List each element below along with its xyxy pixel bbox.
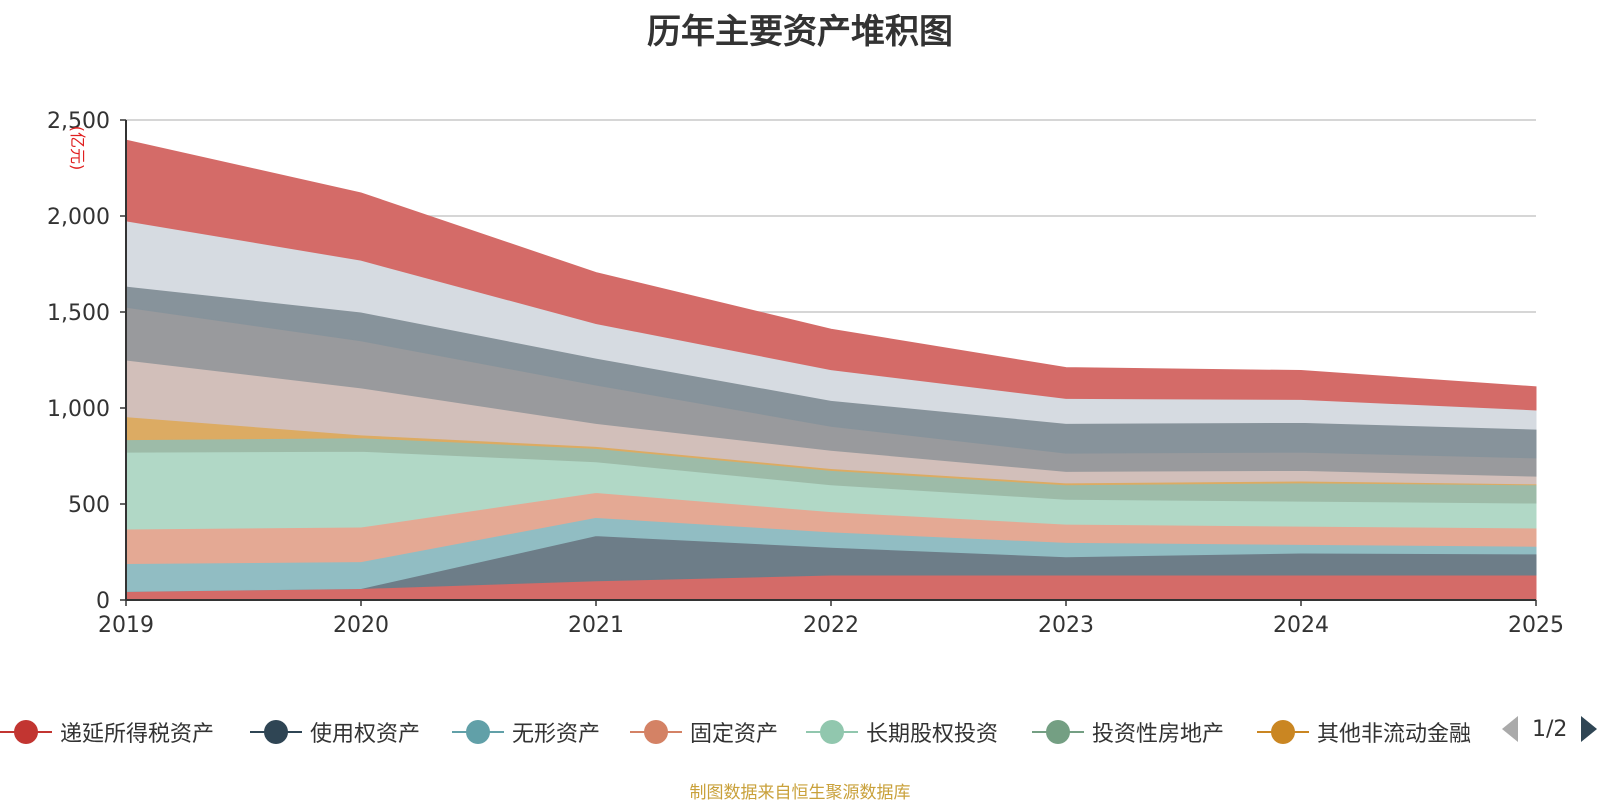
y-tick-label: 1,000 (47, 397, 110, 422)
legend-swatch-icon (1032, 718, 1084, 746)
legend-swatch-icon (1257, 718, 1309, 746)
area-series[interactable] (125, 139, 1537, 411)
axes: 0 500 1,000 1,500 2,000 2,500 2019 2020 2021 2022… (47, 109, 1564, 638)
data-source-note: 制图数据来自恒生聚源数据库 (689, 783, 911, 803)
legend-item[interactable]: 使用权资产 (250, 712, 420, 752)
legend-label: 投资性房地产 (1092, 722, 1225, 747)
x-tick-label: 2025 (1508, 613, 1564, 638)
legend-swatch-icon (250, 718, 302, 746)
legend-item[interactable]: 投资性房地产 (1032, 712, 1224, 752)
legend-swatch-icon (630, 718, 682, 746)
x-tick-label: 2024 (1273, 613, 1329, 638)
legend-label: 使用权资产 (310, 722, 421, 747)
y-tick-label: 0 (96, 589, 110, 614)
legend-label: 固定资产 (690, 722, 779, 747)
area-layers (125, 139, 1537, 601)
y-tick-label: 1,500 (47, 301, 110, 326)
x-tick-label: 2021 (568, 613, 624, 638)
legend-next-icon[interactable] (1579, 714, 1599, 744)
legend-page-indicator: 1/2 (1532, 716, 1568, 742)
legend-item[interactable]: 长期股权投资 (806, 712, 998, 752)
legend-item[interactable]: 其他非流动金融 (1257, 712, 1471, 752)
y-tick-label: 2,500 (47, 109, 110, 134)
legend-label: 递延所得税资产 (60, 722, 215, 747)
y-tick-label: 500 (68, 493, 110, 518)
legend-label: 无形资产 (512, 722, 601, 747)
legend-item[interactable]: 固定资产 (630, 712, 778, 752)
legend-label: 长期股权投资 (866, 722, 999, 747)
legend-swatch-icon (806, 718, 858, 746)
legend-prev-icon[interactable] (1500, 714, 1520, 744)
y-axis-label: (亿元) (68, 126, 87, 171)
y-tick-label: 2,000 (47, 205, 110, 230)
legend-label: 其他非流动金融 (1317, 722, 1472, 747)
legend-swatch-icon (0, 718, 52, 746)
legend-item[interactable]: 无形资产 (452, 712, 600, 752)
legend-item[interactable]: 递延所得税资产 (0, 712, 214, 752)
legend: 递延所得税资产 使用权资产 无形资产 固定资产 长期股权投资 投资性房地产 其他非流动金融 (0, 712, 1600, 752)
legend-pager: 1/2 (1500, 714, 1599, 744)
x-tick-label: 2020 (333, 613, 389, 638)
x-tick-label: 2022 (803, 613, 859, 638)
legend-swatch-icon (452, 718, 504, 746)
x-tick-label: 2019 (98, 613, 154, 638)
chart-title: 历年主要资产堆积图 (647, 12, 953, 52)
x-tick-label: 2023 (1038, 613, 1094, 638)
